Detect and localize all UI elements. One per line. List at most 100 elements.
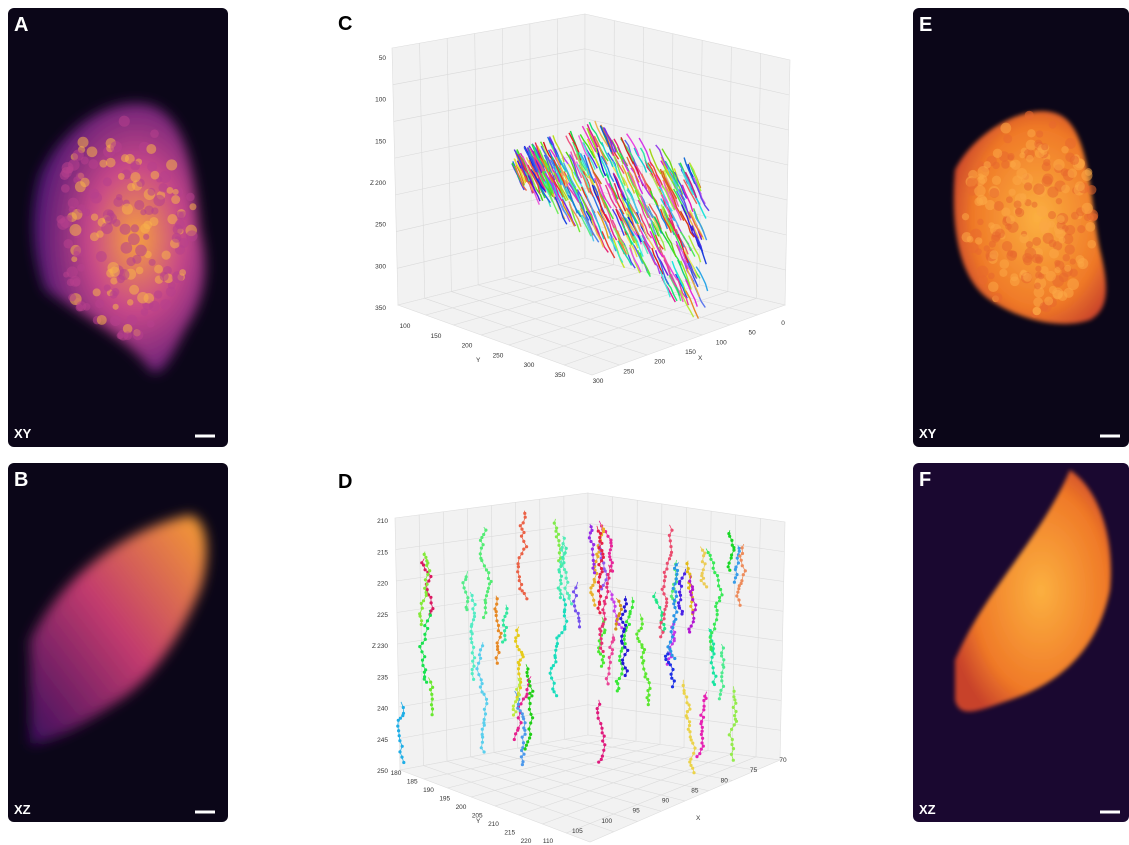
grid-line: [539, 499, 542, 744]
track: [396, 701, 406, 765]
nucleus: [118, 115, 130, 127]
track: [732, 545, 741, 584]
track-line: [659, 524, 673, 637]
grid-line: [394, 118, 586, 159]
track: [581, 125, 597, 153]
nucleus: [77, 136, 89, 148]
nucleus: [988, 281, 999, 293]
track: [619, 595, 630, 678]
track-line: [515, 626, 524, 698]
track: [683, 249, 698, 278]
track: [591, 209, 605, 240]
track: [514, 690, 527, 767]
track: [595, 699, 607, 764]
tick-label: 80: [721, 777, 729, 784]
nucleus: [135, 266, 144, 275]
track: [567, 163, 582, 192]
nucleus: [992, 148, 1003, 159]
tick-label: 100: [601, 818, 612, 825]
panel-c: C 50 100 150 200 250 300 350 100 150 200 250 300 350…: [338, 13, 791, 385]
track: [683, 157, 696, 185]
nucleus: [976, 265, 989, 278]
nucleus: [154, 264, 163, 274]
track: [626, 172, 640, 196]
nucleus: [129, 284, 140, 295]
nucleus: [160, 299, 171, 310]
panel-f: F XZ: [913, 463, 1129, 822]
nucleus: [132, 254, 142, 264]
nucleus: [1061, 184, 1070, 194]
track: [578, 152, 590, 176]
track: [681, 679, 697, 775]
track: [655, 204, 669, 230]
track: [593, 135, 608, 165]
track: [527, 175, 541, 202]
nucleus: [993, 292, 1003, 303]
nucleus: [1001, 160, 1010, 169]
nucleus: [189, 203, 197, 211]
track-line: [667, 562, 680, 659]
nucleus: [1054, 267, 1061, 274]
track-line: [514, 690, 526, 765]
nucleus: [1025, 139, 1037, 151]
nucleus: [82, 208, 91, 217]
tick-label: 250: [377, 768, 388, 775]
track: [677, 233, 689, 264]
nucleus: [147, 187, 156, 196]
nucleus: [968, 242, 979, 254]
nucleus: [1085, 221, 1096, 232]
tick-label: 250: [375, 222, 386, 229]
track: [626, 156, 640, 183]
track: [668, 191, 682, 221]
pane: [396, 257, 787, 376]
nucleus: [111, 288, 120, 297]
track: [523, 664, 535, 751]
track-line: [596, 525, 604, 613]
track-line: [728, 686, 737, 761]
track-line: [560, 535, 572, 605]
track: [591, 219, 605, 248]
track: [582, 141, 596, 170]
track-line: [605, 633, 615, 685]
track-point: [598, 611, 602, 615]
nucleus: [61, 166, 72, 178]
nucleus: [1016, 168, 1028, 179]
track: [658, 524, 674, 639]
axis-label: Y: [476, 818, 481, 825]
nucleus: [63, 271, 70, 278]
track: [523, 146, 538, 173]
grid-line: [501, 28, 506, 279]
nucleus: [1042, 173, 1054, 185]
track: [600, 155, 615, 183]
track: [475, 642, 489, 754]
tick-label: 200: [462, 343, 473, 350]
nucleus: [116, 332, 124, 340]
track: [688, 235, 702, 263]
tick-label: 245: [377, 737, 388, 744]
track: [655, 144, 669, 170]
track: [572, 171, 589, 198]
track: [672, 188, 688, 215]
track: [418, 609, 432, 684]
grid-line: [393, 83, 586, 122]
track: [667, 203, 680, 228]
tick-label: 75: [750, 767, 758, 774]
track-point: [728, 568, 732, 572]
nucleus: [1064, 264, 1072, 272]
nucleus: [1032, 306, 1042, 316]
nucleus: [96, 314, 107, 325]
track: [579, 134, 596, 159]
nucleus: [1015, 207, 1025, 218]
nucleus: [1023, 256, 1033, 266]
nucleus: [983, 245, 990, 252]
tick-label: 95: [633, 808, 641, 815]
track-line: [476, 642, 488, 753]
track: [675, 240, 687, 265]
nucleus: [112, 303, 119, 310]
view-label: XY: [919, 426, 937, 441]
grid-line: [584, 83, 789, 131]
track: [685, 290, 700, 319]
nucleus: [144, 205, 154, 215]
track-line: [517, 510, 528, 599]
